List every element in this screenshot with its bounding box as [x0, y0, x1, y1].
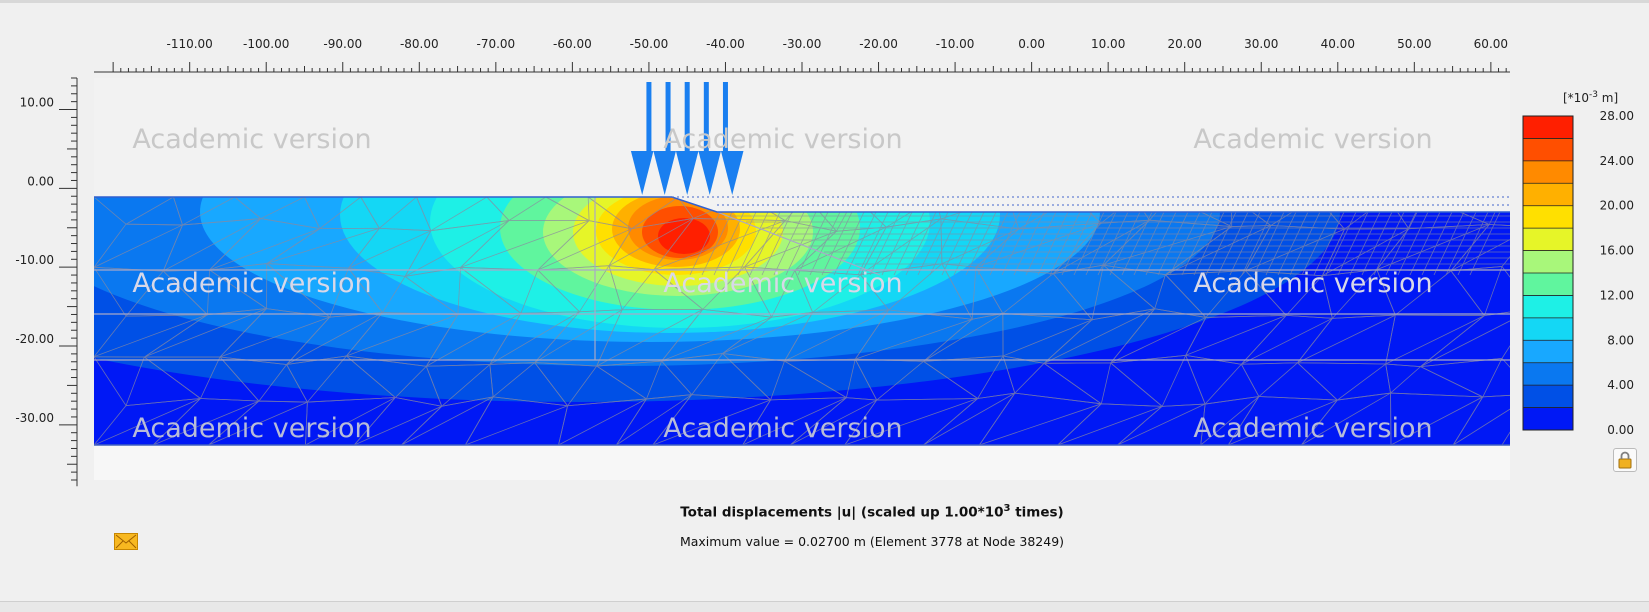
load-arrow-shaft	[665, 82, 671, 152]
legend-swatch	[1523, 250, 1573, 274]
legend-tick-label: 20.00	[1600, 199, 1634, 213]
x-tick-label: 40.00	[1321, 37, 1355, 51]
load-arrow-head	[653, 151, 676, 195]
legend-tick-label: 4.00	[1607, 378, 1634, 392]
watermark-text: Academic version	[1193, 124, 1432, 155]
plot-bottom-band	[94, 445, 1510, 480]
x-axis-ruler: -110.00 -100.00 -90.00 -80.00 -70.00 -60.00 -5…	[94, 37, 1510, 73]
legend-swatch	[1523, 317, 1573, 341]
x-tick-label: -60.00	[553, 37, 592, 51]
load-arrow-shaft	[684, 82, 690, 152]
y-tick-label: -10.00	[15, 253, 54, 267]
load-arrow-shaft	[722, 82, 728, 152]
legend-swatch	[1523, 116, 1573, 139]
legend-swatch	[1523, 340, 1573, 364]
watermark-text: Academic version	[1193, 413, 1432, 444]
legend-swatch	[1523, 362, 1573, 386]
legend-tick-label: 12.00	[1600, 288, 1634, 302]
legend-swatch	[1523, 295, 1573, 319]
load-arrow-head	[675, 151, 699, 195]
x-tick-label: 10.00	[1091, 37, 1125, 51]
x-tick-label: 0.00	[1018, 37, 1045, 51]
x-tick-label: -10.00	[936, 37, 975, 51]
x-tick-label: -70.00	[476, 37, 515, 51]
x-tick-label: -40.00	[706, 37, 745, 51]
load-arrow-head	[698, 151, 721, 195]
y-tick-label: 10.00	[20, 96, 54, 110]
watermark-text: Academic version	[663, 124, 902, 155]
legend-swatch	[1523, 205, 1573, 229]
soil-layer-boundaries	[94, 197, 1510, 361]
x-tick-label: -90.00	[323, 37, 362, 51]
envelope-icon	[115, 534, 137, 549]
legend-tick-label: 24.00	[1600, 154, 1634, 168]
x-tick-label: -100.00	[243, 37, 289, 51]
caption-title: Total displacements |u| (scaled up 1.00*…	[680, 503, 1064, 521]
x-tick-label: 20.00	[1168, 37, 1202, 51]
finite-element-mesh	[94, 197, 1510, 445]
watermark-text: Academic version	[132, 413, 371, 444]
legend-swatch	[1523, 228, 1573, 252]
legend-tick-label: 0.00	[1607, 423, 1634, 437]
lock-button[interactable]	[1613, 448, 1637, 472]
legend-tick-label: 16.00	[1600, 244, 1634, 258]
distributed-load-arrows[interactable]	[630, 82, 744, 195]
ground-surface-line	[94, 196, 1510, 213]
mail-icon[interactable]	[114, 533, 138, 550]
x-tick-label: 60.00	[1474, 37, 1508, 51]
watermark-text: Academic version	[132, 268, 371, 299]
legend-swatch	[1523, 385, 1573, 409]
window-bottom-border	[0, 601, 1649, 612]
color-legend: 28.00 24.00 20.00 16.00 12.00 8.00 4.00 0.00	[1522, 109, 1634, 437]
legend-swatch	[1523, 160, 1573, 184]
legend-units: [*10-3 m]	[1563, 90, 1619, 105]
legend-swatch	[1523, 138, 1573, 162]
load-arrow-head	[630, 151, 654, 195]
load-arrow-shaft	[646, 82, 652, 152]
x-tick-label: -110.00	[167, 37, 213, 51]
legend-swatch	[1523, 407, 1573, 431]
y-tick-label: -20.00	[15, 332, 54, 346]
caption-max-value: Maximum value = 0.02700 m (Element 3778 …	[679, 534, 1065, 549]
x-tick-label: -80.00	[400, 37, 439, 51]
watermark-text: Academic version	[663, 413, 902, 444]
window-top-border	[0, 0, 1649, 3]
y-tick-label: 0.00	[27, 174, 54, 188]
watermark-text: Academic version	[663, 268, 902, 299]
y-axis-ruler: 10.00 0.00 -10.00 -20.00 -30.00	[15, 77, 78, 487]
x-tick-label: 50.00	[1397, 37, 1431, 51]
x-tick-label: -20.00	[859, 37, 898, 51]
legend-tick-label: 8.00	[1607, 333, 1634, 347]
watermark-text: Academic version	[132, 124, 371, 155]
x-tick-label: -50.00	[630, 37, 669, 51]
watermark-group: Academic version Academic version Academic…	[132, 124, 1432, 444]
legend-swatch	[1523, 183, 1573, 207]
lock-icon	[1618, 451, 1632, 469]
x-tick-label: -30.00	[783, 37, 822, 51]
y-tick-label: -30.00	[15, 411, 54, 425]
load-arrow-head	[720, 151, 744, 195]
legend-swatch	[1523, 273, 1573, 296]
load-arrow-shaft	[703, 82, 709, 152]
watermark-text: Academic version	[1193, 268, 1432, 299]
x-tick-label: 30.00	[1244, 37, 1278, 51]
legend-tick-label: 28.00	[1600, 109, 1634, 123]
